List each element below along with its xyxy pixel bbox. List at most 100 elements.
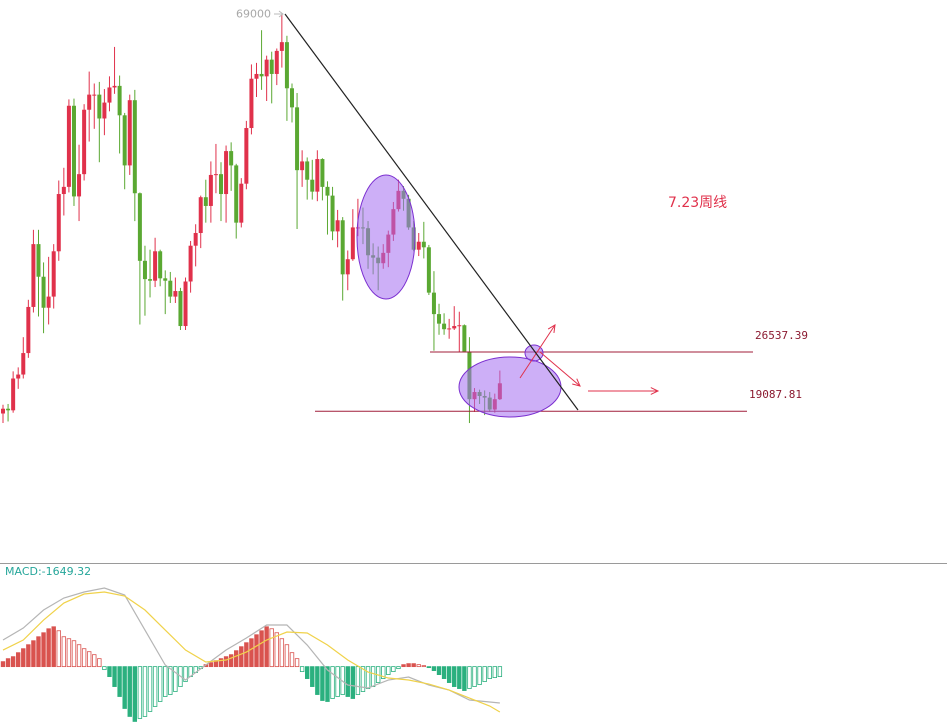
macd-bar bbox=[269, 628, 274, 668]
candle-body bbox=[6, 408, 11, 411]
candle-body bbox=[92, 94, 97, 96]
candle-body bbox=[142, 260, 147, 280]
macd-bar bbox=[304, 666, 310, 679]
candle-body bbox=[153, 251, 158, 281]
macd-bar bbox=[457, 666, 462, 689]
candle-body bbox=[254, 73, 259, 79]
candle-body bbox=[193, 232, 198, 246]
macd-bar bbox=[183, 666, 188, 682]
macd-bar bbox=[274, 632, 279, 668]
macd-bar bbox=[137, 666, 143, 719]
macd-bar bbox=[142, 666, 148, 717]
macd-bar bbox=[127, 666, 132, 717]
macd-bar bbox=[36, 636, 41, 668]
macd-bar bbox=[492, 666, 497, 678]
macd-bar bbox=[234, 650, 239, 668]
candle-body bbox=[26, 306, 31, 354]
arrow-head bbox=[572, 378, 581, 387]
macd-bar bbox=[391, 666, 396, 673]
candle-body bbox=[289, 88, 294, 108]
candle-body bbox=[462, 325, 467, 352]
macd-bar bbox=[482, 666, 487, 682]
macd-bar bbox=[441, 666, 447, 679]
candle-body bbox=[11, 378, 16, 411]
macd-bar bbox=[92, 654, 97, 668]
candle-body bbox=[97, 94, 102, 119]
macd-bar bbox=[462, 666, 467, 691]
highlight-ellipse bbox=[356, 174, 416, 300]
level-label: 19087.81 bbox=[749, 388, 802, 401]
candle-body bbox=[178, 291, 183, 327]
macd-bar bbox=[360, 666, 366, 692]
macd-bar bbox=[259, 630, 264, 668]
macd-bar bbox=[467, 666, 472, 689]
candle-body bbox=[426, 247, 431, 293]
candle-body bbox=[1, 408, 5, 414]
macd-bar bbox=[46, 628, 51, 668]
macd-bar bbox=[26, 644, 31, 668]
candle-body bbox=[239, 183, 244, 223]
macd-bar bbox=[132, 666, 138, 722]
macd-line bbox=[2, 591, 501, 713]
candle-body bbox=[82, 109, 87, 175]
trend-line bbox=[284, 13, 579, 411]
macd-bar bbox=[51, 626, 56, 668]
candle-body bbox=[21, 353, 26, 375]
level-label: 26537.39 bbox=[755, 329, 808, 342]
candle-body bbox=[330, 195, 335, 232]
candle-body bbox=[340, 220, 345, 275]
macd-bar bbox=[102, 666, 107, 671]
macd-bar bbox=[112, 666, 117, 687]
candle-body bbox=[122, 115, 127, 166]
candle-body bbox=[77, 174, 82, 197]
candle-body bbox=[335, 220, 340, 232]
macd-bar bbox=[289, 652, 295, 668]
candle-body bbox=[350, 227, 355, 260]
macd-bar bbox=[320, 666, 325, 701]
macd-bar bbox=[31, 640, 36, 668]
candle-body bbox=[148, 279, 153, 281]
macd-bar bbox=[223, 656, 229, 668]
candle-body bbox=[56, 194, 61, 252]
candle-body bbox=[51, 251, 56, 297]
candle-body bbox=[452, 326, 457, 329]
macd-bar bbox=[41, 632, 46, 668]
macd-bar bbox=[315, 666, 320, 695]
macd-bar bbox=[370, 666, 376, 687]
annotation: 7.23周线 bbox=[668, 195, 727, 211]
candle-body bbox=[234, 165, 239, 223]
candle-body bbox=[315, 159, 320, 192]
candle-body bbox=[36, 244, 41, 277]
macd-bar bbox=[416, 664, 421, 668]
macd-bar bbox=[86, 651, 92, 668]
macd-bar bbox=[254, 634, 259, 668]
candle-body bbox=[264, 59, 269, 77]
candle-body bbox=[229, 151, 234, 166]
candle-body bbox=[158, 251, 163, 279]
candle-body bbox=[107, 87, 112, 103]
macd-bar bbox=[335, 666, 340, 697]
candle-body bbox=[305, 161, 310, 180]
candle-body bbox=[244, 128, 249, 184]
peak-label: 69000 bbox=[236, 7, 271, 20]
candle-body bbox=[442, 323, 447, 330]
macd-bar bbox=[249, 638, 254, 668]
macd-bar bbox=[310, 666, 315, 687]
macd-bar bbox=[350, 666, 356, 699]
candle-body bbox=[224, 151, 229, 195]
candle-body bbox=[274, 50, 279, 74]
macd-bar bbox=[386, 666, 391, 675]
macd-bar bbox=[208, 662, 214, 668]
candle-body bbox=[345, 259, 350, 275]
candle-body bbox=[457, 325, 462, 327]
macd-bar bbox=[0, 661, 6, 668]
candle-body bbox=[295, 107, 300, 171]
candle-body bbox=[87, 94, 92, 110]
candle-body bbox=[310, 179, 315, 192]
candle-body bbox=[41, 276, 46, 308]
candle-body bbox=[203, 197, 208, 206]
arrow bbox=[519, 324, 556, 379]
macd-bar bbox=[173, 666, 178, 692]
candle-body bbox=[198, 197, 203, 233]
candle-body bbox=[421, 241, 426, 248]
